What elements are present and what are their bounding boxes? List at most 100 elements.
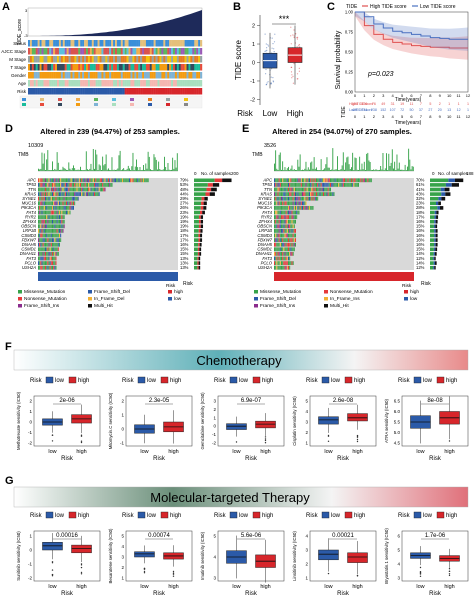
tmb-bar (391, 149, 393, 171)
mutation-cell (285, 265, 287, 270)
gene-freq-bar (434, 210, 437, 215)
panel-a-cell (74, 64, 77, 71)
mutation-cell (40, 192, 42, 196)
panel-a-cell (89, 88, 92, 95)
panel-a-cell (53, 72, 56, 79)
panel-a-cell (103, 56, 106, 63)
tmb-bar (305, 161, 307, 171)
gene-freq-bar (434, 261, 437, 265)
tmb-bar (154, 157, 156, 171)
panel-c-risk-title: TIDE (341, 106, 347, 118)
mutation-cell (54, 183, 56, 187)
mutation-cell (277, 201, 279, 206)
mutation-cell (68, 201, 70, 206)
mutation-cell (352, 183, 354, 187)
mutation-cell (279, 247, 281, 252)
mutation-cell (286, 201, 288, 206)
mutation-cell (49, 187, 51, 192)
panel-a-cell (159, 64, 162, 71)
panel-a-cell (159, 88, 162, 95)
panel-a-cell (76, 72, 79, 79)
drug-legend-title: Risk (306, 378, 319, 384)
panel-a-cell (174, 80, 178, 87)
mutation-cell (120, 178, 122, 183)
mutation-cell (47, 238, 49, 242)
panel-e-samples-tick-0: 0 (432, 171, 435, 176)
mutation-cell (300, 192, 302, 196)
mutation-cell (286, 183, 288, 187)
panel-a-cell (86, 88, 89, 95)
panel-a-cell (190, 48, 193, 55)
mutation-cell (54, 233, 56, 238)
mutation-cell (290, 178, 292, 183)
mutation-cell (282, 187, 284, 192)
tmb-bar (333, 169, 335, 171)
panel-a-cell (86, 48, 89, 55)
mutation-cell (48, 201, 50, 206)
panel-d: D Altered in 239 (94.47%) of 253 samples… (5, 123, 239, 309)
panel-b-point (266, 82, 268, 84)
mutation-cell (40, 247, 42, 252)
mutation-cell (105, 178, 107, 183)
panel-a-cell (132, 80, 135, 87)
panel-a-cell (78, 56, 81, 63)
drug-outlier (51, 569, 54, 571)
panel-a-cell (144, 72, 147, 79)
tmb-bar (286, 168, 288, 171)
mutation-cell (276, 242, 278, 247)
panel-b-point (292, 82, 294, 84)
panel-a-legend-box (19, 95, 203, 109)
mutation-cell (57, 233, 59, 238)
tmb-bar (332, 148, 334, 171)
mutation-cell (60, 238, 62, 242)
panel-a-legend-swatch (184, 98, 188, 101)
panel-a-cell (84, 80, 87, 87)
mutation-cell (285, 252, 287, 256)
tmb-bar (324, 168, 326, 171)
panel-a-cell (55, 88, 58, 95)
mutation-cell (281, 187, 282, 192)
panel-a-cell (31, 40, 34, 47)
risk-legend-swatch-high (404, 290, 408, 294)
mutation-cell (285, 201, 287, 206)
mutation-cell (42, 247, 44, 252)
panel-a-cell (116, 40, 120, 47)
mutation-cell (281, 247, 282, 252)
gene-percent: 12% (416, 256, 425, 261)
mutation-cell (77, 192, 79, 196)
mutation-cell (277, 210, 279, 215)
mutation-cell (57, 229, 59, 233)
mutation-cell (282, 229, 284, 233)
panel-a-legend-swatch (22, 103, 26, 106)
panel-a-cell (51, 80, 54, 87)
panel-e-title: Altered in 254 (94.07%) of 270 samples. (272, 127, 412, 136)
tmb-bar (290, 168, 292, 171)
panel-a-cell (45, 56, 48, 63)
panel-a-cell (169, 64, 172, 71)
mutation-cell (42, 224, 44, 229)
tmb-bar (370, 169, 372, 171)
mutation-cell (291, 247, 293, 252)
mutation-cell (347, 178, 349, 183)
panel-a-cell (29, 72, 33, 79)
gene-freq-bar (194, 242, 199, 247)
panel-a-cell (188, 48, 191, 55)
mutation-cell (342, 183, 344, 187)
mutation-cell (296, 192, 298, 196)
panel-a-cell (151, 40, 154, 47)
mutation-cell (61, 206, 63, 210)
mutation-cell (320, 192, 322, 196)
mutation-cell (281, 210, 282, 215)
panel-a-cell (28, 80, 31, 87)
mutation-cell (99, 187, 101, 192)
mutation-cell (289, 261, 291, 265)
mutation-cell (78, 192, 80, 196)
drug-ytick-label: 2 (121, 565, 124, 570)
panel-a-cell (167, 88, 170, 95)
mutation-cell (52, 178, 53, 183)
drug-legend-high: high (446, 513, 457, 519)
drug-box-low (318, 549, 339, 561)
panel-a-cell (95, 72, 98, 79)
tmb-bar (393, 168, 394, 171)
mutation-cell (52, 229, 53, 233)
